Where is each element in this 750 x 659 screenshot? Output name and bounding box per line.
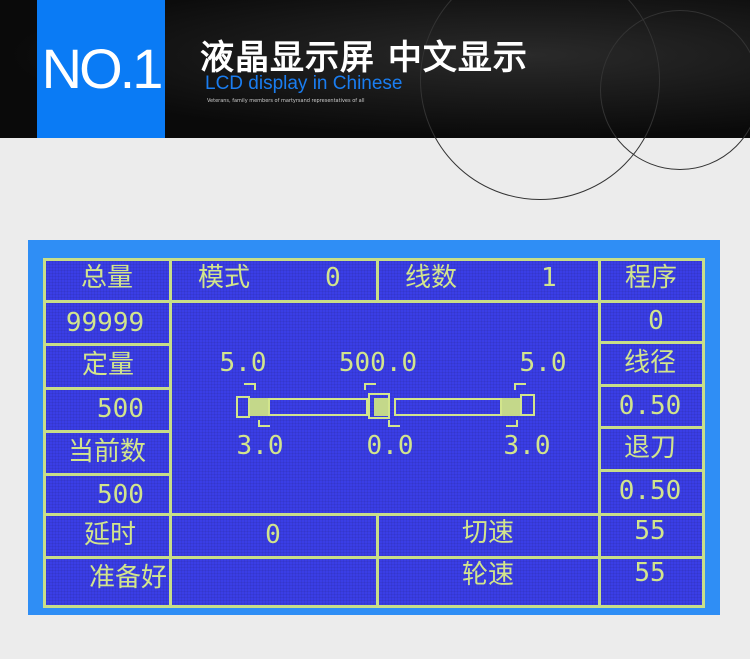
status-text: 准备好 xyxy=(88,563,168,593)
strip-right-length: 5.0 xyxy=(519,348,567,378)
mode-label: 模式 xyxy=(198,263,251,293)
marker-bracket xyxy=(244,383,256,390)
wire-end-left xyxy=(236,396,250,418)
mid-depth: 0.0 xyxy=(366,431,414,461)
wire-diameter-label: 线径 xyxy=(623,348,677,378)
banner-tagline: Veterans, family members of martyrsand r… xyxy=(207,98,365,104)
wheel-speed-label: 轮速 xyxy=(461,560,515,590)
delay-value: 0 xyxy=(265,520,281,550)
cut-speed-label: 切速 xyxy=(461,518,515,548)
banner-subtitle: LCD display in Chinese xyxy=(205,73,403,94)
wire-body-left xyxy=(268,398,368,416)
banner-title: 液晶显示屏 中文显示 xyxy=(200,38,528,78)
marker-bracket xyxy=(258,420,270,427)
cut-speed-value: 55 xyxy=(634,516,666,546)
lines-value: 1 xyxy=(541,263,557,293)
marker-bracket xyxy=(506,420,518,427)
strip-right-fill xyxy=(502,398,522,416)
wire-length: 500.0 xyxy=(338,348,418,378)
wire-diameter-value: 0.50 xyxy=(618,391,682,421)
lcd-screen xyxy=(43,258,705,608)
banner-header: NO.1 液晶显示屏 中文显示 LCD display in Chinese V… xyxy=(0,0,750,200)
wheel-speed-value: 55 xyxy=(634,558,666,588)
program-label: 程序 xyxy=(624,263,678,293)
decorative-circle xyxy=(600,10,750,170)
total-label: 总量 xyxy=(80,263,134,293)
mode-value: 0 xyxy=(325,263,341,293)
marker-bracket xyxy=(364,383,376,390)
strip-left-length: 5.0 xyxy=(219,348,267,378)
retract-value: 0.50 xyxy=(618,476,682,506)
lines-label: 线数 xyxy=(405,263,458,293)
badge-number: NO.1 xyxy=(37,0,165,138)
current-count-label: 当前数 xyxy=(67,437,147,467)
mid-fill xyxy=(374,398,388,416)
marker-bracket xyxy=(388,420,400,427)
wire-body-right xyxy=(394,398,502,416)
marker-bracket xyxy=(514,383,526,390)
retract-label: 退刀 xyxy=(623,433,677,463)
wire-middle-joint xyxy=(368,393,390,419)
strip-left-fill xyxy=(250,398,268,416)
wire-end-right xyxy=(520,394,535,416)
delay-label: 延时 xyxy=(83,520,137,550)
strip-left-depth: 3.0 xyxy=(236,431,284,461)
strip-right-depth: 3.0 xyxy=(503,431,551,461)
set-value: 500 xyxy=(97,394,144,424)
set-label: 定量 xyxy=(81,350,135,380)
total-value: 99999 xyxy=(65,308,145,338)
program-value: 0 xyxy=(648,306,664,336)
current-count-value: 500 xyxy=(97,480,144,510)
